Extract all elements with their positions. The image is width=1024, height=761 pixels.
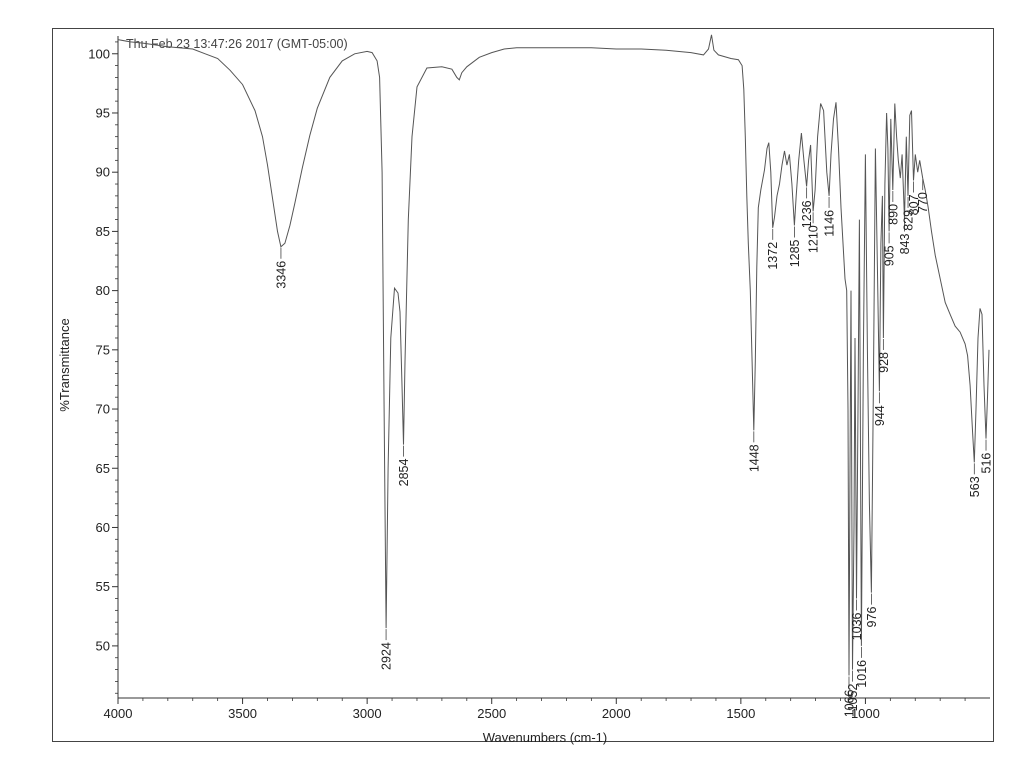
y-tick-label: 70 [96, 402, 110, 417]
peak-label: 905 [883, 245, 897, 266]
x-tick-label: 3500 [228, 706, 257, 721]
x-tick-label: 1000 [851, 706, 880, 721]
peak-label: 563 [968, 476, 982, 497]
y-tick-label: 50 [96, 638, 110, 653]
peak-label: 1285 [788, 239, 802, 267]
timestamp-label: Thu Feb 23 13:47:26 2017 (GMT-05:00) [126, 37, 348, 51]
peak-label: 2924 [380, 642, 394, 670]
y-tick-label: 75 [96, 342, 110, 357]
peak-label: 1036 [850, 612, 864, 640]
y-tick-label: 85 [96, 224, 110, 239]
chart-axes [117, 36, 990, 699]
peak-label: 1066 [842, 689, 856, 717]
y-tick-label: 55 [96, 579, 110, 594]
peak-label: 1016 [855, 660, 869, 688]
y-tick-label: 60 [96, 520, 110, 535]
chart-frame [52, 28, 994, 742]
peak-label: 843 [898, 234, 912, 255]
peak-label: 928 [877, 352, 891, 373]
x-tick-label: 2500 [477, 706, 506, 721]
peak-label: 1052 [846, 684, 860, 712]
peak-label: 807 [907, 194, 921, 215]
peak-label: 976 [865, 607, 879, 628]
y-tick-label: 80 [96, 283, 110, 298]
peak-label: 890 [886, 204, 900, 225]
y-tick-label: 90 [96, 165, 110, 180]
peak-label: 2854 [397, 459, 411, 487]
x-axis-label: Wavenumbers (cm-1) [483, 730, 607, 745]
chart-ticks: 50 55 60 65 70 75 80 85 90 95 100 4000 3500 3000 2500 2… [88, 41, 966, 721]
peak-label: 1146 [823, 210, 837, 237]
y-tick-label: 95 [96, 105, 110, 120]
y-axis-label: %Transmittance [57, 318, 72, 411]
x-tick-label: 1500 [726, 706, 755, 721]
peak-label: 1210 [807, 225, 821, 253]
peak-label: 1448 [747, 444, 761, 472]
spectrum-line [117, 34, 990, 676]
peak-label: 3346 [274, 261, 288, 289]
x-tick-label: 3000 [353, 706, 382, 721]
peak-label: 829 [902, 210, 916, 231]
x-tick-label: 4000 [104, 706, 133, 721]
x-tick-label: 2000 [602, 706, 631, 721]
peak-label: 1372 [766, 242, 780, 270]
peak-label: 516 [980, 453, 994, 474]
y-tick-label: 65 [96, 461, 110, 476]
peak-label: 944 [873, 405, 887, 426]
peak-label: 770 [916, 192, 930, 213]
y-tick-label: 100 [88, 46, 110, 61]
peak-label: 1236 [800, 200, 814, 228]
